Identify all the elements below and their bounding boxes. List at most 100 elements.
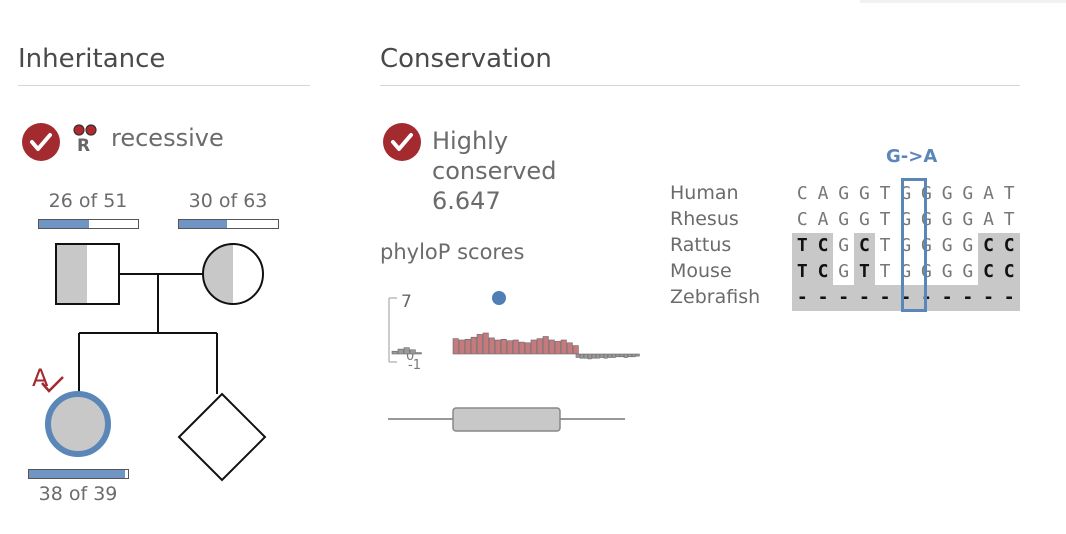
conservation-check-icon bbox=[383, 123, 421, 161]
base-cell: G bbox=[941, 209, 953, 230]
base-cell: G bbox=[858, 209, 870, 230]
base-cell: G bbox=[900, 261, 912, 282]
phylop-bar-center bbox=[500, 338, 507, 355]
phylop-bar-center bbox=[452, 338, 459, 355]
phylop-title: phyloP scores bbox=[380, 240, 525, 264]
phylop-bar-left bbox=[415, 352, 422, 355]
conservation-divider bbox=[380, 85, 1020, 86]
phylop-bar-right bbox=[603, 353, 608, 359]
base-cell: G bbox=[941, 183, 953, 204]
mother-coverage-bar bbox=[178, 219, 279, 229]
phylop-bar-right bbox=[595, 353, 600, 359]
phylop-bar-right bbox=[575, 353, 580, 358]
base-cell: G bbox=[941, 235, 953, 256]
conservation-status: Highly conserved 6.647 bbox=[432, 126, 556, 216]
phylop-bar-right bbox=[587, 353, 592, 360]
phylop-bar-left bbox=[391, 350, 398, 355]
base-cell: C bbox=[998, 259, 1020, 285]
mother-symbol bbox=[202, 243, 264, 305]
base-cell: T bbox=[879, 235, 891, 256]
recessive-mode-letter: R bbox=[77, 136, 91, 156]
phylop-axis-min: -1 bbox=[408, 358, 421, 373]
base-cell: C bbox=[854, 233, 875, 259]
base-cell: - bbox=[978, 285, 999, 311]
species-label: Rhesus bbox=[670, 208, 739, 230]
base-cell: G bbox=[838, 209, 850, 230]
base-cell: A bbox=[817, 183, 829, 204]
phylop-bar-center bbox=[458, 339, 465, 355]
species-label: Zebrafish bbox=[670, 286, 761, 308]
inheritance-divider bbox=[18, 85, 310, 86]
base-cell: G bbox=[900, 209, 912, 230]
base-cell: C bbox=[796, 183, 808, 204]
base-cell: G bbox=[838, 261, 850, 282]
variant-change-label: G->A bbox=[886, 146, 938, 167]
base-cell: G bbox=[858, 183, 870, 204]
phylop-bar-left bbox=[403, 347, 410, 355]
base-cell: C bbox=[812, 259, 834, 285]
species-label: Rattus bbox=[670, 234, 732, 256]
base-cell: - bbox=[874, 285, 896, 311]
phylop-bar-center bbox=[482, 332, 489, 355]
base-cell: - bbox=[895, 285, 917, 311]
conservation-score: 6.647 bbox=[432, 187, 501, 215]
affected-marker-letter: A bbox=[32, 364, 49, 392]
phylop-bar-center bbox=[554, 341, 561, 355]
phylop-bar-right bbox=[607, 353, 612, 358]
phylop-bar-center bbox=[464, 338, 471, 355]
phylop-bar-center bbox=[542, 336, 549, 355]
species-label: Mouse bbox=[670, 260, 732, 282]
base-cell: - bbox=[998, 285, 1020, 311]
phylop-bar-center bbox=[476, 334, 483, 355]
phylop-bar-right bbox=[591, 353, 596, 359]
phylop-bar-right bbox=[627, 353, 632, 358]
base-cell: - bbox=[854, 285, 875, 311]
base-cell: G bbox=[962, 235, 974, 256]
conservation-status-line1: Highly bbox=[432, 127, 509, 155]
species-label: Human bbox=[670, 182, 739, 204]
sibling-symbol bbox=[177, 392, 267, 482]
base-cell: G bbox=[838, 183, 850, 204]
phylop-bar-right bbox=[615, 353, 620, 358]
base-cell: T bbox=[879, 209, 891, 230]
phylop-bar-center bbox=[524, 342, 531, 355]
phylop-bar-center bbox=[470, 336, 477, 355]
phylop-bar-left bbox=[397, 348, 404, 355]
father-coverage-fill bbox=[39, 220, 90, 228]
variant-column-highlight bbox=[901, 178, 927, 312]
proband-coverage-fill bbox=[29, 470, 126, 478]
base-cell: A bbox=[817, 209, 829, 230]
base-cell: C bbox=[812, 233, 834, 259]
phylop-bar-center bbox=[560, 339, 567, 355]
phylop-chart: 7 0 -1 bbox=[388, 291, 640, 432]
base-cell: - bbox=[833, 285, 855, 311]
father-count-label: 26 of 51 bbox=[48, 190, 128, 212]
recessive-mode-icon: R bbox=[72, 123, 100, 157]
track-region bbox=[452, 407, 561, 432]
phylop-bar-center bbox=[512, 339, 519, 355]
base-cell: A bbox=[983, 209, 994, 230]
phylop-bar-center bbox=[548, 339, 555, 355]
base-cell: G bbox=[962, 209, 974, 230]
phylop-bar-center bbox=[488, 337, 495, 355]
phylop-bar-center bbox=[572, 345, 579, 355]
phylop-bar-center bbox=[518, 341, 525, 355]
base-cell: - bbox=[957, 285, 979, 311]
father-symbol bbox=[55, 243, 120, 305]
base-cell: T bbox=[879, 261, 891, 282]
phylop-bar-center bbox=[530, 339, 537, 355]
proband-coverage-bar bbox=[28, 469, 129, 479]
phylop-bar-right bbox=[635, 353, 640, 357]
inheritance-check-icon bbox=[22, 123, 60, 161]
base-cell: T bbox=[1003, 183, 1015, 204]
base-cell: C bbox=[978, 233, 999, 259]
phylop-bar-right bbox=[611, 353, 616, 358]
top-bar-edge bbox=[860, 0, 1066, 3]
base-cell: T bbox=[792, 259, 813, 285]
phylop-bar-center bbox=[494, 339, 501, 355]
phylop-bar-right bbox=[623, 353, 628, 358]
phylop-axis-max: 7 bbox=[401, 292, 412, 312]
base-cell: - bbox=[812, 285, 834, 311]
base-cell: G bbox=[838, 235, 850, 256]
